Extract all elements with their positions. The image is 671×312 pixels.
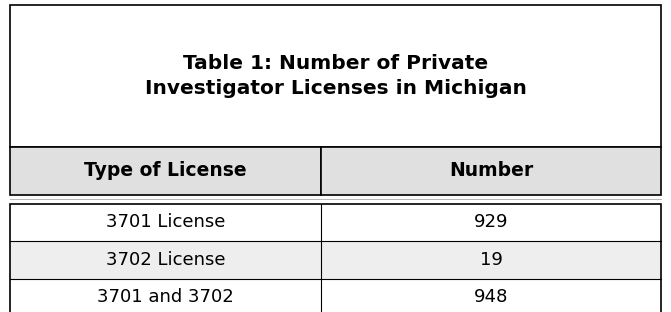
Bar [10,279,661,312]
Bar [10,147,321,195]
Bar [10,241,661,279]
Bar [321,147,661,195]
Text: 948: 948 [474,288,508,306]
Text: 929: 929 [474,213,509,232]
Bar [10,5,661,147]
Text: 3701 License: 3701 License [106,213,225,232]
Text: Type of License: Type of License [85,161,247,180]
Text: 3701 and 3702: 3701 and 3702 [97,288,234,306]
Bar [10,204,661,312]
Bar [10,204,661,241]
Text: Number: Number [449,161,533,180]
Text: 19: 19 [480,251,503,269]
Text: 3702 License: 3702 License [106,251,225,269]
Text: Table 1: Number of Private
Investigator Licenses in Michigan: Table 1: Number of Private Investigator … [144,54,527,98]
